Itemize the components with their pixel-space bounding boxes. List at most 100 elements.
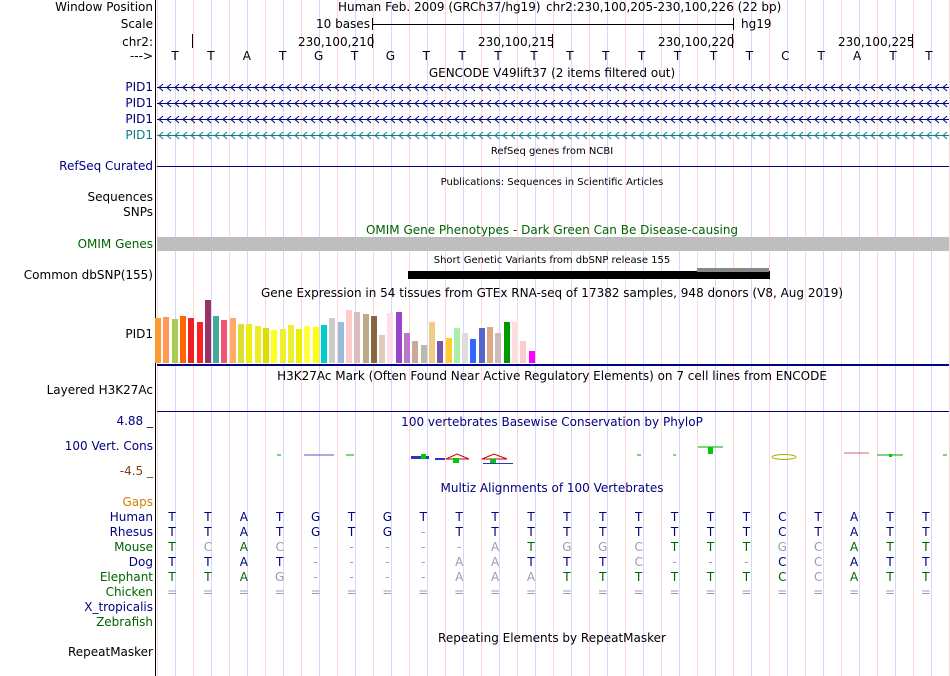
gtex-tissue-bar[interactable] [495, 333, 502, 363]
publications-track-title[interactable]: Publications: Sequences in Scientific Ar… [440, 177, 664, 188]
gencode-transcript-1[interactable] [157, 81, 949, 94]
gencode-transcript-3[interactable] [157, 113, 949, 126]
label-omim-genes[interactable]: OMIM Genes [77, 237, 153, 251]
label-gencode-pid1-3[interactable]: PID1 [125, 112, 153, 126]
gtex-tissue-bar[interactable] [171, 319, 178, 363]
gtex-tissue-bar[interactable] [287, 325, 294, 363]
gtex-tissue-bar[interactable] [462, 333, 469, 363]
gtex-tissue-bar[interactable] [188, 318, 195, 363]
label-snps[interactable]: SNPs [123, 205, 153, 219]
gtex-tissue-bar[interactable] [321, 325, 327, 363]
gtex-tissue-bar[interactable] [487, 327, 493, 363]
species-label[interactable]: Chicken [105, 585, 153, 599]
species-label[interactable]: Human [109, 510, 153, 524]
grid-line [625, 0, 626, 676]
label-layered-h3k27ac[interactable]: Layered H3K27Ac [46, 383, 153, 397]
dbsnp-variant-bar[interactable] [408, 271, 770, 279]
species-label[interactable]: Zebrafish [96, 615, 153, 629]
label-gencode-pid1-2[interactable]: PID1 [125, 96, 153, 110]
gtex-tissue-bar[interactable] [213, 316, 220, 363]
gtex-tissue-bar[interactable] [221, 320, 228, 363]
species-label[interactable]: Rhesus [109, 525, 153, 539]
gtex-tissue-bar[interactable] [445, 338, 452, 363]
gtex-tissue-bar[interactable] [163, 317, 170, 363]
gtex-tissue-bar[interactable] [345, 310, 352, 363]
dbsnp-variant-insertion[interactable] [697, 268, 769, 272]
gtex-tissue-bar[interactable] [196, 322, 203, 363]
alignment-base: = [274, 585, 285, 599]
gtex-tissue-bar[interactable] [229, 318, 236, 363]
gtex-tissue-bar[interactable] [370, 316, 377, 363]
alignment-base: T [168, 510, 176, 524]
gtex-track-title[interactable]: Gene Expression in 54 tissues from GTEx … [260, 286, 844, 300]
label-sequences[interactable]: Sequences [87, 190, 153, 204]
gtex-tissue-bar[interactable] [379, 335, 386, 363]
label-gencode-pid1-1[interactable]: PID1 [125, 80, 153, 94]
dbsnp-track-title[interactable]: Short Genetic Variants from dbSNP releas… [433, 255, 671, 266]
alignment-base: = [310, 585, 321, 599]
species-label[interactable]: Elephant [99, 570, 153, 584]
gtex-tissue-bar[interactable] [312, 327, 319, 363]
gtex-tissue-bar[interactable] [520, 341, 527, 363]
multiz-track-title[interactable]: Multiz Alignments of 100 Vertebrates [440, 481, 664, 495]
refseq-gene-line[interactable] [157, 166, 949, 167]
label-repeatmasker[interactable]: RepeatMasker [67, 645, 153, 659]
gtex-tissue-bar[interactable] [453, 328, 460, 363]
label-gtex-pid1[interactable]: PID1 [125, 327, 153, 341]
gtex-tissue-bar[interactable] [238, 324, 244, 363]
gtex-tissue-bar[interactable] [337, 322, 344, 363]
gtex-tissue-bar[interactable] [362, 314, 369, 363]
gtex-tissue-bar[interactable] [179, 316, 186, 363]
gtex-tissue-bar[interactable] [412, 341, 419, 363]
repeatmasker-track-title[interactable]: Repeating Elements by RepeatMasker [438, 631, 666, 645]
gtex-tissue-bar[interactable] [478, 328, 485, 363]
phylop-track-title[interactable]: 100 vertebrates Basewise Conservation by… [401, 415, 703, 429]
alignment-base: T [599, 525, 607, 539]
gtex-tissue-bar[interactable] [387, 313, 394, 363]
species-label[interactable]: X_tropicalis [84, 600, 153, 614]
omim-track-title[interactable]: OMIM Gene Phenotypes - Dark Green Can Be… [365, 223, 739, 237]
omim-gene-bar[interactable] [157, 237, 949, 251]
gtex-tissue-bar[interactable] [420, 345, 427, 363]
gtex-tissue-bar[interactable] [428, 322, 435, 363]
alignment-base: C [813, 555, 823, 569]
gtex-tissue-bar[interactable] [279, 329, 286, 363]
gtex-tissue-bar[interactable] [304, 326, 311, 363]
phylop-conservation-plot[interactable] [157, 440, 949, 470]
label-strand[interactable]: ---> [129, 49, 153, 63]
gtex-tissue-bar[interactable] [155, 318, 161, 363]
transcript-line [157, 113, 949, 126]
gtex-tissue-bar[interactable] [511, 322, 518, 363]
species-label[interactable]: Dog [128, 555, 153, 569]
label-common-dbsnp[interactable]: Common dbSNP(155) [23, 268, 153, 282]
gtex-tissue-bar[interactable] [262, 328, 269, 363]
gencode-transcript-4[interactable] [157, 129, 949, 142]
gtex-tissue-bar[interactable] [271, 330, 278, 363]
species-label[interactable]: Mouse [114, 540, 153, 554]
gtex-tissue-bar[interactable] [329, 318, 336, 363]
gtex-tissue-bar[interactable] [528, 351, 535, 363]
alignment-base: T [635, 570, 643, 584]
h3k27ac-track-title[interactable]: H3K27Ac Mark (Often Found Near Active Re… [277, 369, 827, 383]
gtex-tissue-bar[interactable] [354, 312, 361, 363]
label-100-vert-cons[interactable]: 100 Vert. Cons [64, 439, 153, 453]
gtex-tissue-bar[interactable] [470, 339, 477, 363]
label-refseq-curated[interactable]: RefSeq Curated [59, 159, 153, 173]
gtex-tissue-bar[interactable] [404, 333, 410, 363]
gtex-bar-chart[interactable] [155, 300, 540, 363]
gencode-transcript-2[interactable] [157, 97, 949, 110]
alignment-base: T [742, 510, 751, 524]
gtex-tissue-bar[interactable] [503, 322, 510, 363]
gtex-tissue-bar[interactable] [204, 300, 211, 363]
gtex-tissue-bar[interactable] [246, 324, 253, 363]
alignment-base: T [204, 510, 212, 524]
cons-mark [490, 459, 496, 464]
refseq-track-title[interactable]: RefSeq genes from NCBI [490, 146, 614, 157]
gtex-tissue-bar[interactable] [437, 341, 444, 363]
label-gencode-pid1-4[interactable]: PID1 [125, 128, 153, 142]
label-gaps[interactable]: Gaps [122, 495, 153, 509]
gtex-tissue-bar[interactable] [254, 326, 261, 363]
gtex-tissue-bar[interactable] [395, 312, 402, 363]
gtex-tissue-bar[interactable] [296, 329, 303, 363]
gencode-track-title[interactable]: GENCODE V49lift37 (2 items filtered out) [428, 66, 676, 80]
